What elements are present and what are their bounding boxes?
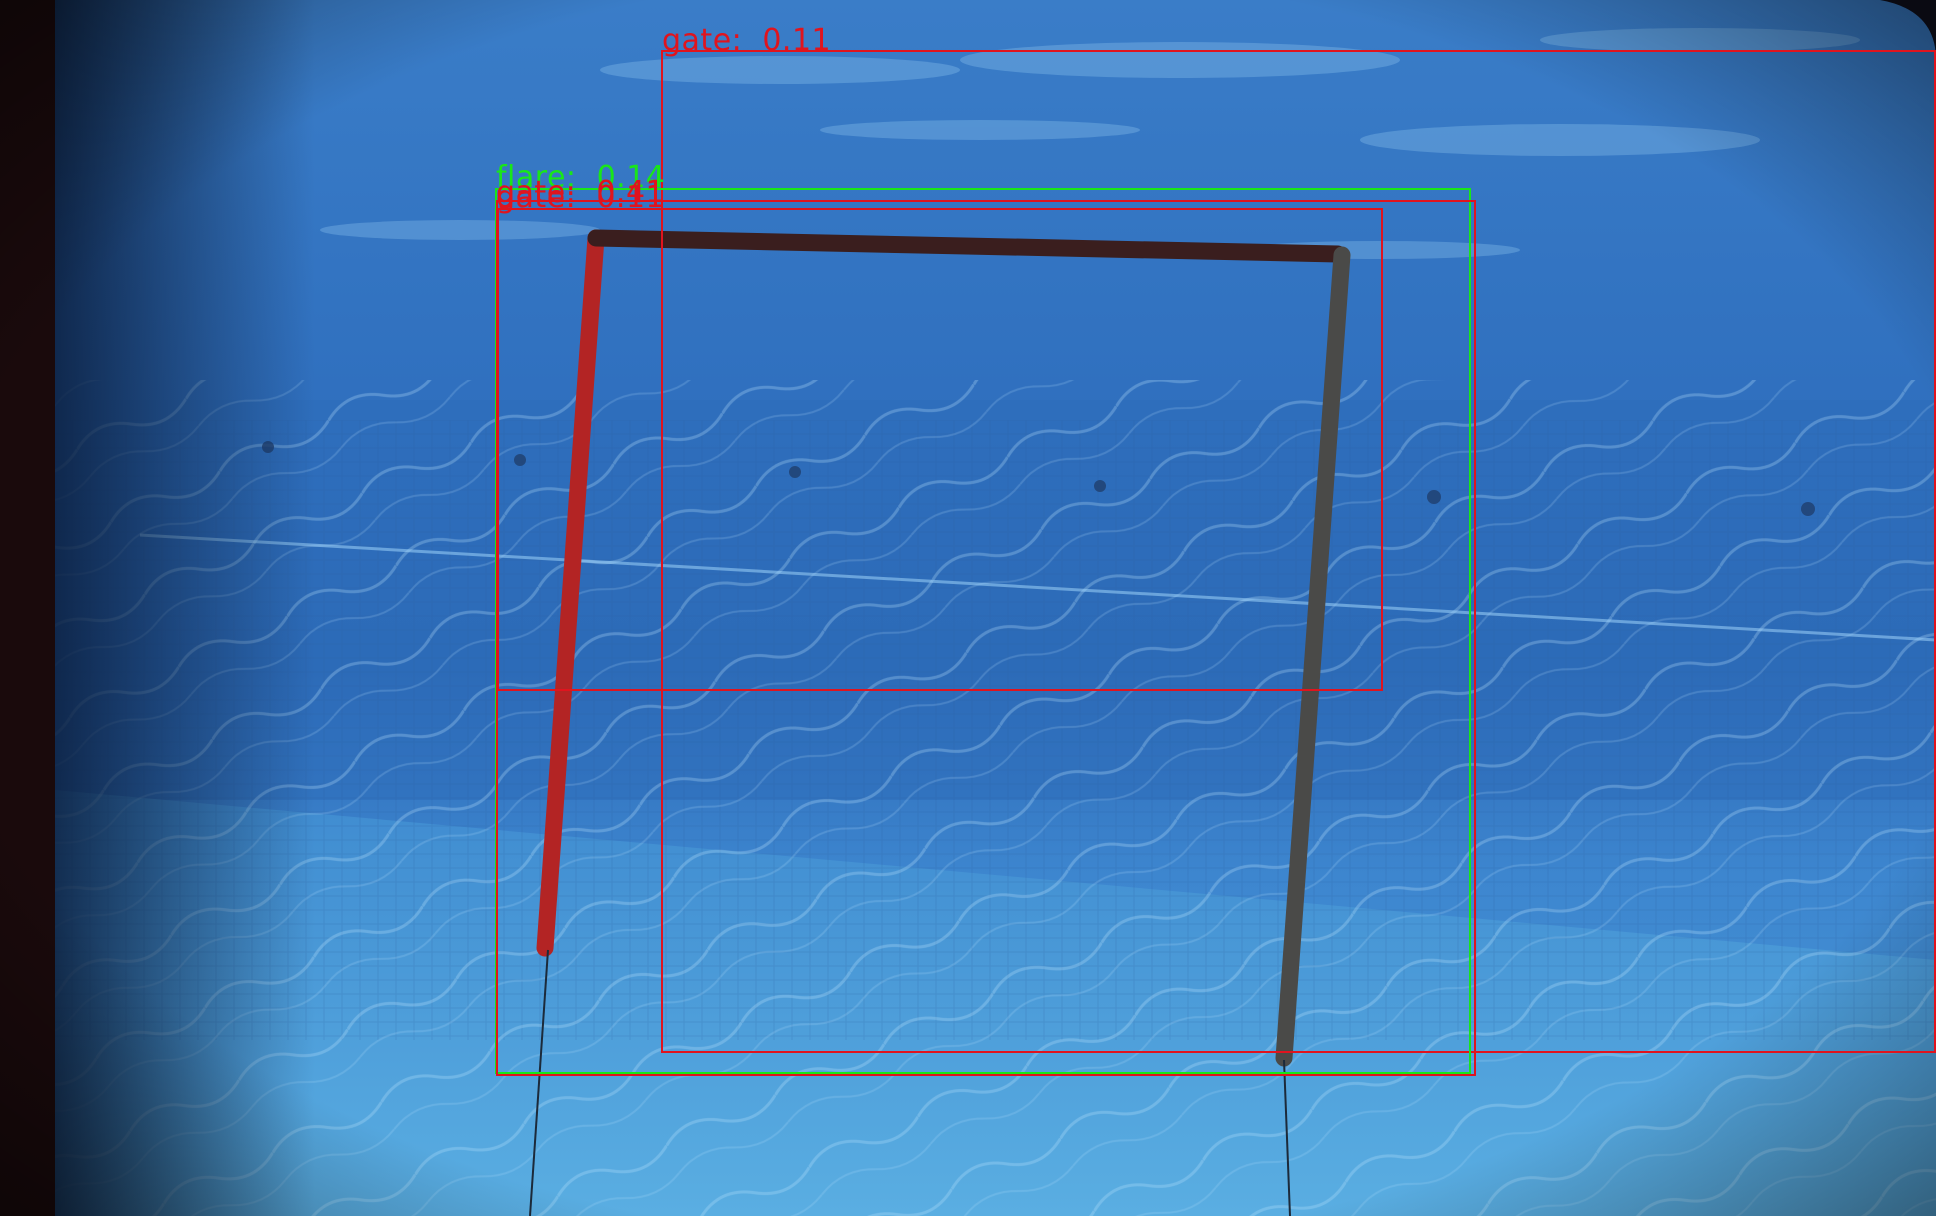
gate-detection-box — [661, 50, 1936, 1053]
flare-detection-label: flare: 0.14 — [496, 160, 666, 195]
gate-detection-label: gate: 0.11 — [662, 23, 832, 58]
gate-detection-label: gate: 0.11 — [496, 180, 666, 215]
gate-detection-label: gate: 0.41 — [496, 175, 666, 210]
gate-detection-box — [497, 208, 1383, 691]
